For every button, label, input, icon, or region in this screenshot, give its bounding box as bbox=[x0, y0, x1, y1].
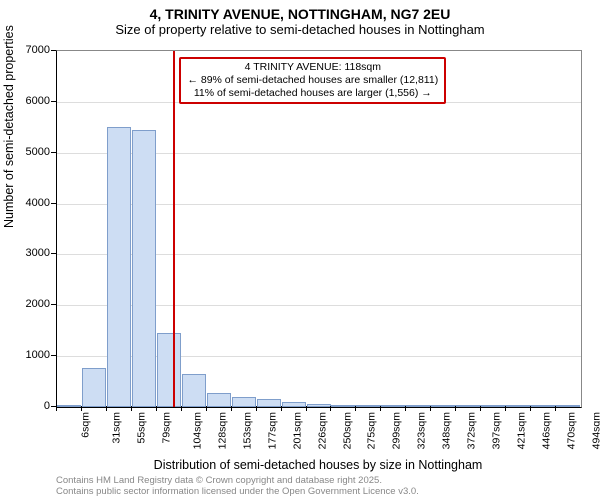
chart-container: { "title": "4, TRINITY AVENUE, NOTTINGHA… bbox=[0, 0, 600, 500]
x-tick-label: 372sqm bbox=[466, 412, 478, 449]
x-tick-label: 494sqm bbox=[590, 412, 600, 449]
reference-marker bbox=[173, 51, 175, 407]
x-tick-label: 128sqm bbox=[216, 412, 228, 449]
x-tick-label: 153sqm bbox=[241, 412, 253, 449]
histogram-bar bbox=[207, 393, 231, 407]
x-tick-label: 299sqm bbox=[391, 412, 403, 449]
x-tick-label: 104sqm bbox=[191, 412, 203, 449]
x-tick-label: 31sqm bbox=[110, 412, 122, 444]
credits: Contains HM Land Registry data © Crown c… bbox=[56, 476, 580, 498]
chart-subtitle: Size of property relative to semi-detach… bbox=[0, 22, 600, 41]
x-axis-ticks: 6sqm 31sqm 55sqm 79sqm 104sqm 128sqm 153sqm 177… bbox=[56, 406, 580, 458]
y-tick-label: 5000 bbox=[0, 146, 50, 158]
annotation-line-3: 11% of semi-detached houses are larger (… bbox=[187, 87, 438, 100]
x-tick-mark bbox=[505, 406, 506, 411]
x-tick-label: 6sqm bbox=[80, 412, 92, 438]
x-tick-mark bbox=[106, 406, 107, 411]
x-tick-label: 55sqm bbox=[135, 412, 147, 444]
x-tick-label: 421sqm bbox=[516, 412, 528, 449]
x-tick-label: 250sqm bbox=[341, 412, 353, 449]
x-tick-mark bbox=[455, 406, 456, 411]
credits-line-2: Contains public sector information licen… bbox=[56, 487, 580, 498]
histogram-bar bbox=[107, 127, 131, 407]
plot-area: 4 TRINITY AVENUE: 118sqm ← 89% of semi-d… bbox=[56, 50, 582, 408]
x-tick-mark bbox=[56, 406, 57, 411]
x-tick-mark bbox=[256, 406, 257, 411]
x-tick-mark bbox=[206, 406, 207, 411]
x-tick-label: 177sqm bbox=[266, 412, 278, 449]
y-tick-label: 7000 bbox=[0, 44, 50, 56]
x-tick-mark bbox=[330, 406, 331, 411]
x-tick-mark bbox=[480, 406, 481, 411]
x-tick-mark bbox=[81, 406, 82, 411]
bars-group bbox=[57, 51, 581, 407]
y-tick-label: 0 bbox=[0, 400, 50, 412]
y-tick-label: 1000 bbox=[0, 349, 50, 361]
x-tick-label: 446sqm bbox=[541, 412, 553, 449]
y-tick-label: 6000 bbox=[0, 95, 50, 107]
x-tick-label: 470sqm bbox=[565, 412, 577, 449]
x-tick-mark bbox=[530, 406, 531, 411]
histogram-bar bbox=[82, 368, 106, 407]
histogram-bar bbox=[157, 333, 181, 407]
x-tick-mark bbox=[231, 406, 232, 411]
y-tick-label: 4000 bbox=[0, 197, 50, 209]
x-tick-mark bbox=[181, 406, 182, 411]
x-tick-mark bbox=[355, 406, 356, 411]
x-tick-label: 201sqm bbox=[291, 412, 303, 449]
x-axis-label: Distribution of semi-detached houses by … bbox=[56, 458, 580, 472]
x-tick-label: 226sqm bbox=[316, 412, 328, 449]
y-tick-label: 3000 bbox=[0, 247, 50, 259]
y-tick-label: 2000 bbox=[0, 298, 50, 310]
x-tick-mark bbox=[131, 406, 132, 411]
x-tick-label: 323sqm bbox=[416, 412, 428, 449]
x-tick-mark bbox=[156, 406, 157, 411]
annotation-line-1: 4 TRINITY AVENUE: 118sqm bbox=[187, 61, 438, 74]
x-tick-mark bbox=[380, 406, 381, 411]
x-tick-mark bbox=[306, 406, 307, 411]
x-tick-mark bbox=[281, 406, 282, 411]
x-tick-label: 397sqm bbox=[491, 412, 503, 449]
x-tick-label: 348sqm bbox=[441, 412, 453, 449]
annotation-box: 4 TRINITY AVENUE: 118sqm ← 89% of semi-d… bbox=[179, 57, 446, 104]
x-tick-mark bbox=[555, 406, 556, 411]
x-tick-mark bbox=[405, 406, 406, 411]
chart-title: 4, TRINITY AVENUE, NOTTINGHAM, NG7 2EU bbox=[0, 0, 600, 22]
histogram-bar bbox=[182, 374, 206, 407]
x-tick-label: 275sqm bbox=[366, 412, 378, 449]
x-tick-label: 79sqm bbox=[160, 412, 172, 444]
annotation-line-2: ← 89% of semi-detached houses are smalle… bbox=[187, 74, 438, 87]
x-tick-mark bbox=[430, 406, 431, 411]
histogram-bar bbox=[132, 130, 156, 407]
